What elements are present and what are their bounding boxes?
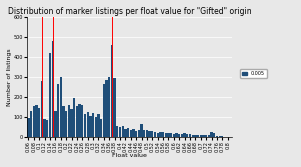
Bar: [170, 133, 172, 137]
Legend: 0.005: 0.005: [240, 69, 267, 78]
Bar: [127, 128, 129, 137]
Bar: [89, 116, 92, 137]
Bar: [208, 135, 210, 137]
Bar: [70, 109, 73, 137]
Bar: [162, 132, 164, 137]
Bar: [140, 124, 143, 137]
Bar: [200, 135, 202, 137]
Bar: [210, 132, 213, 137]
Bar: [51, 41, 54, 137]
Bar: [108, 77, 110, 137]
Bar: [191, 135, 194, 137]
Bar: [36, 105, 38, 137]
Bar: [221, 136, 223, 137]
Bar: [84, 114, 86, 137]
Bar: [54, 111, 57, 137]
Bar: [181, 134, 183, 137]
Bar: [159, 132, 162, 137]
Bar: [219, 136, 221, 137]
Bar: [132, 129, 135, 137]
Bar: [111, 45, 113, 137]
Bar: [205, 135, 207, 137]
Bar: [173, 134, 175, 137]
Bar: [41, 81, 43, 137]
Bar: [216, 136, 218, 137]
Bar: [43, 119, 46, 137]
Bar: [116, 126, 119, 137]
Bar: [46, 120, 48, 137]
Bar: [60, 77, 62, 137]
Bar: [122, 126, 124, 137]
Bar: [30, 111, 32, 137]
Bar: [113, 78, 116, 137]
Bar: [124, 129, 126, 137]
Bar: [175, 133, 178, 137]
Bar: [151, 131, 154, 137]
Bar: [146, 130, 148, 137]
X-axis label: Float value: Float value: [112, 153, 147, 158]
Bar: [135, 131, 137, 137]
Bar: [81, 105, 83, 137]
Bar: [154, 132, 156, 137]
Bar: [167, 133, 170, 137]
Bar: [130, 130, 132, 137]
Bar: [62, 106, 65, 137]
Bar: [184, 133, 186, 137]
Bar: [197, 135, 199, 137]
Bar: [79, 104, 81, 137]
Bar: [165, 133, 167, 137]
Bar: [33, 106, 35, 137]
Bar: [157, 133, 159, 137]
Bar: [178, 134, 180, 137]
Bar: [49, 53, 51, 137]
Bar: [27, 118, 29, 137]
Bar: [57, 84, 59, 137]
Bar: [119, 127, 121, 137]
Bar: [213, 133, 216, 137]
Bar: [95, 117, 97, 137]
Bar: [87, 112, 89, 137]
Bar: [186, 134, 188, 137]
Bar: [194, 135, 197, 137]
Bar: [103, 84, 105, 137]
Bar: [92, 113, 94, 137]
Bar: [143, 130, 145, 137]
Bar: [38, 108, 40, 137]
Bar: [76, 106, 78, 137]
Bar: [68, 105, 70, 137]
Bar: [138, 130, 140, 137]
Bar: [189, 134, 191, 137]
Bar: [100, 119, 102, 137]
Bar: [148, 131, 151, 137]
Title: Distribution of marker listings per float value for "Gifted" origin: Distribution of marker listings per floa…: [8, 7, 251, 16]
Bar: [73, 98, 75, 137]
Bar: [65, 111, 67, 137]
Bar: [105, 80, 108, 137]
Y-axis label: Number of listings: Number of listings: [7, 48, 12, 106]
Bar: [202, 135, 205, 137]
Bar: [97, 114, 100, 137]
